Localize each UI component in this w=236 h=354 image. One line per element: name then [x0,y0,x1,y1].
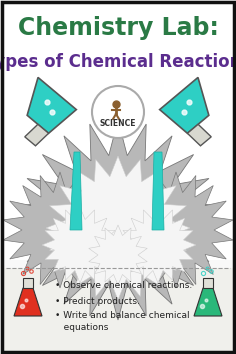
Polygon shape [42,207,118,283]
Polygon shape [119,172,233,288]
Bar [2,92,234,260]
Polygon shape [34,80,74,126]
Polygon shape [27,78,76,133]
Polygon shape [203,278,213,288]
Polygon shape [70,152,82,230]
Text: • Observe chemical reactions.: • Observe chemical reactions. [55,281,192,291]
Polygon shape [89,225,147,285]
Polygon shape [23,278,33,288]
Polygon shape [25,124,49,146]
Polygon shape [160,78,209,133]
Polygon shape [152,152,164,230]
Polygon shape [3,172,117,288]
Bar [2,2,234,92]
Bar [2,268,234,352]
Polygon shape [120,207,196,283]
Polygon shape [194,288,222,316]
Circle shape [92,86,144,138]
Text: SCIENCE: SCIENCE [100,120,136,129]
Polygon shape [46,156,190,300]
Text: Types of Chemical Reactions: Types of Chemical Reactions [0,53,236,71]
Polygon shape [187,124,211,146]
Polygon shape [14,288,42,316]
Text: Chemistry Lab:: Chemistry Lab: [17,16,219,40]
Polygon shape [19,120,217,320]
Text: equations: equations [55,324,108,332]
Text: • Write and balance chemical: • Write and balance chemical [55,312,190,320]
Text: • Predict products.: • Predict products. [55,297,140,307]
Polygon shape [162,80,202,126]
